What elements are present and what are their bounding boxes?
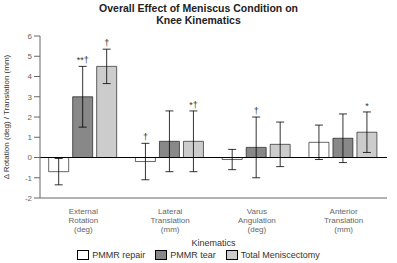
svg-text:-1: -1	[25, 174, 33, 183]
svg-text:4: 4	[28, 72, 33, 81]
svg-text:Kinematics: Kinematics	[191, 238, 236, 246]
svg-text:**†: **†	[77, 55, 89, 65]
svg-text:Δ Rotation (deg) / Translation: Δ Rotation (deg) / Translation (mm)	[8, 54, 11, 179]
svg-text:5: 5	[28, 52, 33, 61]
svg-text:6: 6	[28, 32, 33, 41]
svg-text:VarusAngulation(deg): VarusAngulation(deg)	[238, 207, 276, 234]
html-text:PMMR repair: PMMR repair	[92, 249, 146, 260]
svg-text:ExternalRotation(deg): ExternalRotation(deg)	[68, 207, 98, 234]
svg-text:*†: *†	[189, 100, 198, 110]
svg-text:†: †	[254, 106, 259, 116]
svg-text:1: 1	[28, 133, 33, 142]
svg-text:AnteriorTranslation(mm): AnteriorTranslation(mm)	[324, 207, 363, 234]
svg-text:0: 0	[28, 153, 33, 162]
svg-text:-2: -2	[25, 194, 33, 203]
svg-text:†: †	[143, 132, 148, 142]
html-text:Overall Effect of Meniscus Con: Overall Effect of Meniscus Condition on …	[99, 2, 298, 26]
svg-text:LateralTranslation(mm): LateralTranslation(mm)	[150, 207, 189, 234]
svg-text:*: *	[365, 101, 369, 111]
svg-text:3: 3	[28, 93, 33, 102]
svg-text:†: †	[104, 38, 109, 48]
html-text:PMMR tear: PMMR tear	[170, 249, 216, 260]
svg-text:2: 2	[28, 113, 33, 122]
html-text:Total Meniscectomy: Total Meniscectomy	[240, 249, 320, 260]
